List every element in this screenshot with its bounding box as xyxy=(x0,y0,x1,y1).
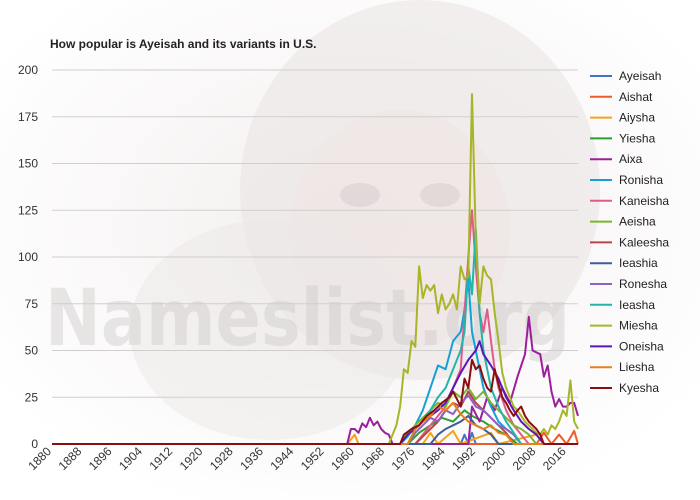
y-tick-label: 200 xyxy=(18,63,38,77)
series-line-kyesha xyxy=(52,358,578,445)
x-tick-label: 1912 xyxy=(146,444,175,473)
x-tick-label: 2000 xyxy=(479,444,508,473)
legend-item-kaleesha: Kaleesha xyxy=(619,235,669,249)
x-tick-label: 1928 xyxy=(207,444,236,473)
y-tick-label: 100 xyxy=(18,250,38,264)
series-line-ieashia xyxy=(52,414,578,445)
legend-item-ayeisah: Ayeisah xyxy=(619,69,661,83)
series-line-ayeisah xyxy=(52,431,578,445)
x-tick-label: 1904 xyxy=(116,444,145,473)
x-tick-label: 1952 xyxy=(298,444,327,473)
legend-item-kaneisha: Kaneisha xyxy=(619,194,669,208)
y-tick-label: 150 xyxy=(18,157,38,171)
x-tick-label: 1992 xyxy=(449,444,478,473)
legend: Ayeisah Aishat Aiysha Yiesha Aixa Ronisha Kane… xyxy=(590,69,669,395)
x-tick-label: 1960 xyxy=(328,444,357,473)
y-tick-label: 0 xyxy=(31,437,38,451)
x-tick-label: 1968 xyxy=(358,444,387,473)
x-axis: 1880 1888 1896 1904 1912 1920 1928 1936 1944 1952… xyxy=(25,444,569,473)
legend-item-aiysha: Aiysha xyxy=(619,111,655,125)
series-line-aishat xyxy=(52,429,579,445)
x-tick-label: 1896 xyxy=(86,444,115,473)
x-tick-label: 2008 xyxy=(510,444,539,473)
y-tick-label: 175 xyxy=(18,110,38,124)
y-axis: 0 25 50 75 100 125 150 175 200 xyxy=(18,63,38,451)
legend-item-aixa: Aixa xyxy=(619,152,643,166)
legend-item-aeisha: Aeisha xyxy=(619,215,656,229)
x-tick-label: 1920 xyxy=(177,444,206,473)
legend-item-ieasha: Ieasha xyxy=(619,298,655,312)
series-lines xyxy=(52,93,579,445)
x-tick-label: 2016 xyxy=(540,444,569,473)
legend-item-yiesha: Yiesha xyxy=(619,131,656,145)
series-line-miesha xyxy=(52,93,579,445)
y-tick-label: 75 xyxy=(25,297,39,311)
legend-item-liesha: Liesha xyxy=(619,360,655,374)
x-tick-label: 1936 xyxy=(237,444,266,473)
x-tick-label: 1880 xyxy=(25,444,54,473)
series-line-kaneisha xyxy=(52,209,578,445)
chart-title: How popular is Ayeisah and its variants … xyxy=(50,37,317,51)
x-tick-label: 1888 xyxy=(56,444,85,473)
x-tick-label: 1984 xyxy=(419,444,448,473)
legend-item-oneisha: Oneisha xyxy=(619,339,664,353)
legend-item-ronisha: Ronisha xyxy=(619,173,663,187)
legend-item-ieashia: Ieashia xyxy=(619,256,658,270)
legend-item-ronesha: Ronesha xyxy=(619,277,667,291)
y-tick-label: 25 xyxy=(25,390,39,404)
x-tick-label: 1976 xyxy=(389,444,418,473)
legend-item-kyesha: Kyesha xyxy=(619,381,659,395)
series-line-ronesha xyxy=(52,394,578,445)
legend-item-aishat: Aishat xyxy=(619,90,653,104)
legend-item-miesha: Miesha xyxy=(619,319,658,333)
y-tick-label: 125 xyxy=(18,203,38,217)
y-tick-label: 50 xyxy=(25,344,39,358)
x-tick-label: 1944 xyxy=(268,444,297,473)
